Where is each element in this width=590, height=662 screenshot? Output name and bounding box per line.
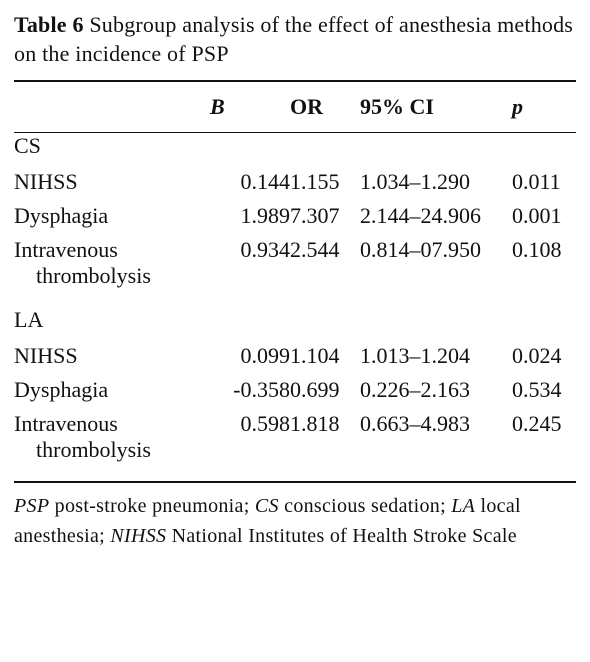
- cell-ci: 0.814–07.950: [360, 237, 481, 262]
- header-rule: [14, 132, 576, 133]
- cell-p: 0.001: [512, 203, 562, 228]
- row-name: NIHSS: [14, 169, 78, 194]
- row-name-cell: Intravenous thrombolysis: [14, 237, 210, 307]
- cell-or: 1.818: [290, 411, 340, 436]
- footnote-psp-def: post-stroke pneumonia;: [54, 495, 250, 517]
- table-container: Table 6 Subgroup analysis of the effect …: [14, 10, 576, 551]
- cell-or: 0.699: [290, 377, 340, 402]
- table-row: Intravenous thrombolysis 0.934 2.544 0.8…: [14, 237, 576, 307]
- group-name: LA: [14, 307, 44, 332]
- cell-p: 0.011: [512, 169, 561, 194]
- cell-or: 1.155: [290, 169, 340, 194]
- cell-or: 1.104: [290, 343, 340, 368]
- caption-text: Subgroup analysis of the effect of anest…: [14, 12, 574, 66]
- cell-p: 0.024: [512, 343, 562, 368]
- cell-b: 0.598: [240, 411, 291, 436]
- table-row: Intravenous thrombolysis 0.598 1.818 0.6…: [14, 411, 576, 481]
- table-row: NIHSS 0.099 1.104 1.013–1.204 0.024: [14, 343, 576, 377]
- cell-p: 0.245: [512, 411, 562, 436]
- group-row-cs: CS: [14, 133, 576, 169]
- cell-ci: 1.013–1.204: [360, 343, 470, 368]
- footnote-la-def: local anesthesia;: [14, 495, 521, 547]
- header-ci: 95% CI: [360, 94, 434, 119]
- footnote-psp-abbr: PSP: [14, 495, 50, 517]
- cell-b: 0.099: [240, 343, 291, 368]
- table-row: NIHSS 0.144 1.155 1.034–1.290 0.011: [14, 169, 576, 203]
- bottom-rule: [14, 481, 576, 483]
- cell-or: 2.544: [290, 237, 340, 262]
- footnote-cs-def: conscious sedation;: [284, 495, 446, 517]
- header-row: B OR 95% CI p: [14, 82, 576, 132]
- cell-b: 0.934: [240, 237, 291, 262]
- footnote-nihss-abbr: NIHSS: [110, 525, 167, 547]
- row-name-continued: thrombolysis: [36, 263, 151, 288]
- table-row: Dysphagia 1.989 7.307 2.144–24.906 0.001: [14, 203, 576, 237]
- footnote-cs-abbr: CS: [254, 495, 279, 517]
- cell-p: 0.534: [512, 377, 562, 402]
- cell-ci: 0.226–2.163: [360, 377, 470, 402]
- header-or: OR: [290, 94, 323, 119]
- row-name-cell: Intravenous thrombolysis: [14, 411, 210, 481]
- footnote-la-abbr: LA: [451, 495, 476, 517]
- table-caption: Table 6 Subgroup analysis of the effect …: [14, 10, 576, 68]
- row-name: Intravenous: [14, 411, 118, 436]
- cell-ci: 0.663–4.983: [360, 411, 470, 436]
- group-name: CS: [14, 133, 41, 158]
- header-p: p: [512, 94, 523, 119]
- row-name: Dysphagia: [14, 377, 109, 402]
- row-name: NIHSS: [14, 343, 78, 368]
- header-b: B: [210, 94, 225, 119]
- cell-ci: 1.034–1.290: [360, 169, 470, 194]
- row-name: Dysphagia: [14, 203, 109, 228]
- row-name-continued: thrombolysis: [36, 437, 151, 462]
- table-row: Dysphagia -0.358 0.699 0.226–2.163 0.534: [14, 377, 576, 411]
- group-row-la: LA: [14, 307, 576, 343]
- cell-b: 0.144: [240, 169, 291, 194]
- cell-b: -0.358: [233, 377, 290, 402]
- cell-ci: 2.144–24.906: [360, 203, 481, 228]
- caption-label: Table 6: [14, 12, 84, 37]
- results-table: B OR 95% CI p CS NIHSS 0.144 1.155 1.034…: [14, 82, 576, 481]
- table-footnote: PSP post-stroke pneumonia; CS conscious …: [14, 491, 576, 551]
- top-rule: [14, 80, 576, 82]
- cell-or: 7.307: [290, 203, 340, 228]
- cell-p: 0.108: [512, 237, 562, 262]
- footnote-nihss-def: National Institutes of Health Stroke Sca…: [171, 525, 517, 547]
- cell-b: 1.989: [240, 203, 291, 228]
- row-name: Intravenous: [14, 237, 118, 262]
